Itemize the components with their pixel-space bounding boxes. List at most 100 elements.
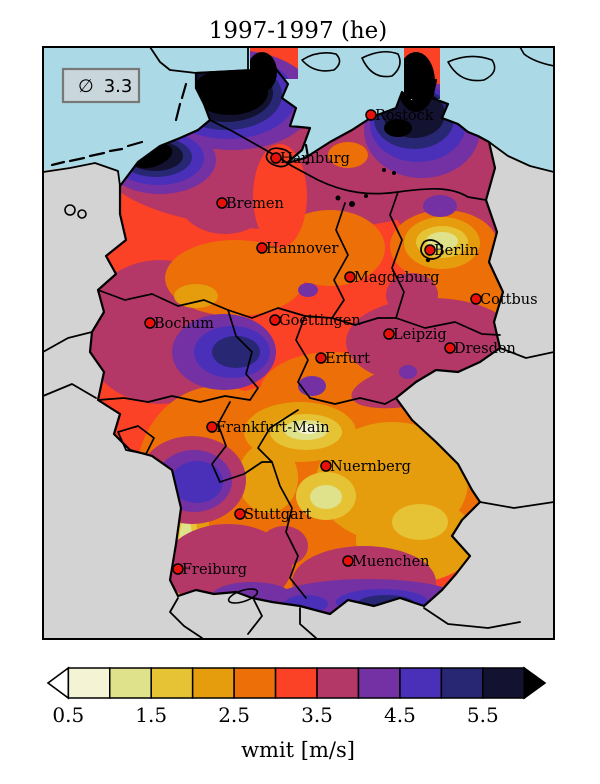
city-label: Erfurt [325,351,370,367]
contour-region-39 [253,144,307,248]
colorbar-tick-label: 3.5 [301,703,333,727]
colorbar-under-arrow [46,666,70,700]
city-leipzig: Leipzig [383,327,447,343]
contour-region-20 [174,284,218,308]
city-dot [470,293,482,305]
map-frame [42,46,555,640]
colorbar-segment [150,667,194,699]
city-frankfurt-main: Frankfurt-Main [206,420,330,436]
city-freiburg: Freiburg [172,562,247,578]
city-label: Hannover [266,241,338,257]
colorbar-segment [357,667,401,699]
neighbor-lands [43,47,554,291]
city-magdeburg: Magdeburg [344,270,439,286]
neighbor-land-netherlands [43,162,127,291]
city-label: Stuttgart [244,507,312,523]
contour-region-49 [298,283,318,297]
contour-region-27 [426,232,458,250]
coastline-netherlands [43,162,121,187]
colorbar-segment [274,667,318,699]
state-borders [97,119,501,599]
contour-region-55 [171,461,223,503]
city-label: Hamburg [280,151,350,167]
city-dot [206,421,218,433]
germany-contours [90,47,503,614]
city-dot [144,317,156,329]
colorbar-over-arrow [523,666,547,700]
colorbar-segments [67,667,526,699]
city-label: Berlin [434,243,479,259]
city-rostock: Rostock [365,108,434,124]
city-stuttgart: Stuttgart [234,507,312,523]
colorbar-segment [482,667,526,699]
city-label: Magdeburg [354,270,439,286]
city-muenchen: Muenchen [342,554,429,570]
contour-region-48 [399,365,417,379]
city-label: Cottbus [480,292,538,308]
colorbar-segment [191,667,235,699]
city-label: Dresden [454,341,516,357]
city-label: Goettingen [279,313,361,329]
contour-region-15 [238,443,298,513]
contour-region-37 [260,526,308,566]
lake-constance [227,588,259,604]
colorbar-segment [67,667,111,699]
city-hannover: Hannover [256,241,338,257]
city-label: Freiburg [182,562,247,578]
contour-region-29 [310,485,342,509]
map-axes: Rostock Hamburg Bremen Hannover Berlin Magdeb… [43,47,554,639]
city-label: Bremen [226,196,284,212]
island [301,52,341,72]
city-dot [216,197,228,209]
colorbar-segment [233,667,277,699]
city-dot [172,563,184,575]
city-dot [315,352,327,364]
germany-border [88,67,505,616]
map-details [50,82,431,263]
city-goettingen: Goettingen [269,313,361,329]
city-dot [344,271,356,283]
city-dot [270,152,282,164]
colorbar-ticks: 0.5 1.5 2.5 3.5 4.5 5.5 [52,703,498,727]
city-label: Nuernberg [330,459,411,475]
mean-badge-box [61,67,141,104]
city-dot [256,242,268,254]
colorbar-segment [316,667,360,699]
colorbar-tick-label: 2.5 [218,703,250,727]
city-bochum: Bochum [144,316,214,332]
page-title: 1997-1997 (he) [209,18,388,44]
colorbar-segment [440,667,484,699]
neighbor-borders [43,204,554,639]
coastline-poland [488,141,554,173]
city-bremen: Bremen [216,196,284,212]
contour-region-61 [212,336,260,368]
colorbar-tick-label: 1.5 [135,703,167,727]
city-label: Frankfurt-Main [216,420,330,436]
contour-region-12 [328,142,368,168]
city-hamburg: Hamburg [270,151,350,167]
colorbar-segment [399,667,443,699]
island [447,55,496,82]
city-dot [424,244,436,256]
city-label: Rostock [375,108,434,124]
colorbar: 0.5 1.5 2.5 3.5 4.5 5.5 wmit [m/s] [46,666,547,762]
colorbar-segment [109,667,152,699]
contour-region-6 [275,210,385,286]
city-dot [269,314,281,326]
city-dot [234,508,246,520]
colorbar-tick-label: 4.5 [384,703,416,727]
colorbar-tick-label: 5.5 [467,703,499,727]
city-dot [320,460,332,472]
city-erfurt: Erfurt [315,351,370,367]
colorbar-tick-label: 0.5 [52,703,84,727]
contour-region-70 [384,119,412,137]
city-cottbus: Cottbus [470,292,538,308]
city-label: Leipzig [393,327,447,343]
contour-region-67 [247,52,277,92]
mean-badge: ∅ 3.3 [61,67,141,104]
city-label: Muenchen [352,554,429,570]
city-dot [342,555,354,567]
city-nuernberg: Nuernberg [320,459,411,475]
